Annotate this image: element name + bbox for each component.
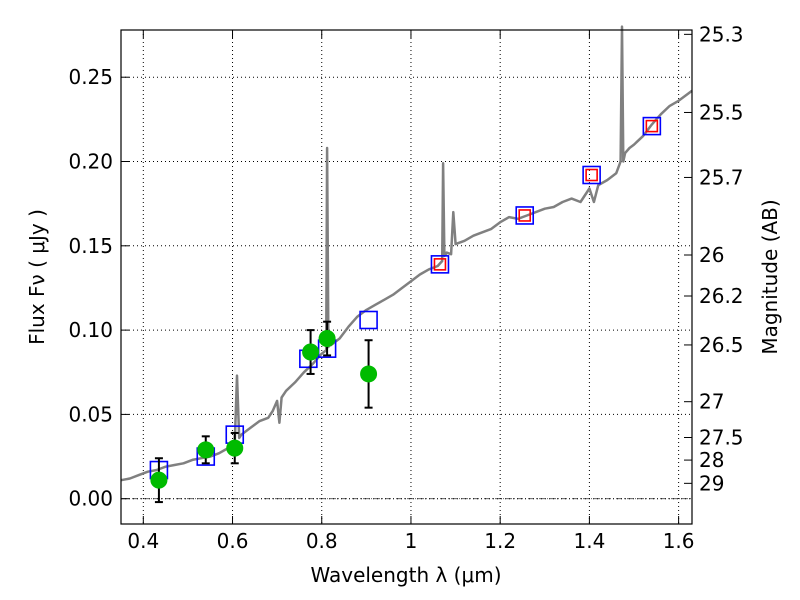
model-photometry-square xyxy=(642,116,662,136)
plot-border xyxy=(120,29,693,525)
y-tick-label: 0.20 xyxy=(68,150,113,174)
observed-point xyxy=(197,441,215,459)
y-tick-label: 0.15 xyxy=(68,234,113,258)
magnitude-tick-label: 27 xyxy=(699,390,724,414)
x-tick-label: 1.6 xyxy=(663,529,695,553)
x-axis: 0.4 0.6 0.8 1 1.2 1.4 1.6 xyxy=(127,30,695,553)
red-model-square xyxy=(433,258,447,271)
model-photometry-square xyxy=(515,206,535,225)
sed-model-line xyxy=(120,25,693,482)
red-model-square xyxy=(645,119,659,133)
magnitude-tick-label: 25.3 xyxy=(699,22,744,46)
x-tick-label: 1.4 xyxy=(573,529,605,553)
observed-point xyxy=(150,471,168,489)
y-axis-label: Flux Fν ( μJy ) xyxy=(25,209,49,345)
x-tick-label: 1 xyxy=(405,529,418,553)
magnitude-tick-label: 26 xyxy=(699,243,724,267)
model-photometry-square xyxy=(359,310,378,330)
plot-frame xyxy=(120,29,693,525)
x-tick-label: 0.8 xyxy=(306,529,338,553)
magnitude-tick-label: 29 xyxy=(699,471,724,495)
observed-point xyxy=(226,439,244,457)
observed-point xyxy=(302,343,320,361)
magnitude-tick-label: 28 xyxy=(699,448,724,472)
magnitude-tick-label: 25.5 xyxy=(699,100,744,124)
model-photometry-square xyxy=(582,165,601,185)
y-tick-label: 0.00 xyxy=(68,487,113,511)
red-model-square xyxy=(585,168,598,182)
x-axis-label: Wavelength λ (μm) xyxy=(310,563,501,587)
observed-point xyxy=(360,365,378,383)
observed-point xyxy=(318,330,336,348)
y-tick-label: 0.25 xyxy=(68,65,113,89)
magnitude-tick-label: 25.7 xyxy=(699,165,744,189)
y-axis-left: 0.00 0.05 0.10 0.15 0.20 0.25 xyxy=(68,65,129,511)
magnitude-tick-label: 26.2 xyxy=(699,284,744,308)
magnitude-tick-label: 27.5 xyxy=(699,425,744,449)
y-tick-label: 0.10 xyxy=(68,318,113,342)
x-tick-label: 0.6 xyxy=(217,529,249,553)
model-photometry-square xyxy=(430,255,450,274)
series-layer xyxy=(120,25,693,504)
magnitude-tick-label: 26.5 xyxy=(699,333,744,357)
y-tick-label: 0.05 xyxy=(68,402,113,426)
y-axis-right-label: Magnitude (AB) xyxy=(758,199,782,354)
x-tick-label: 0.4 xyxy=(127,529,159,553)
x-tick-label: 1.2 xyxy=(484,529,516,553)
red-model-square xyxy=(518,209,532,222)
